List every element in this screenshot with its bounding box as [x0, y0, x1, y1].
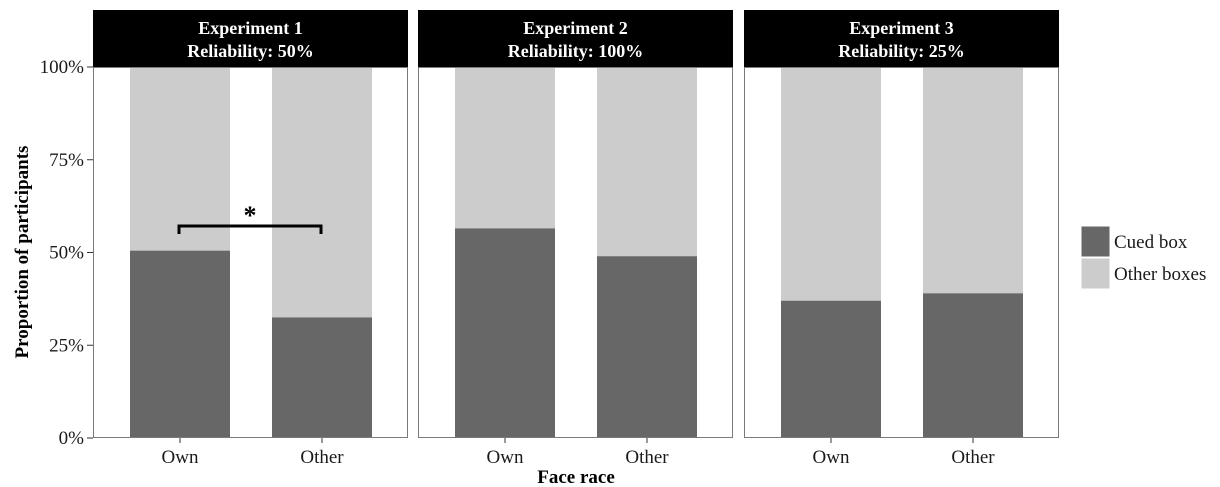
panel-1: Experiment 1 Reliability: 50% Own Other * [93, 10, 408, 468]
panel-title-line2: Reliability: 100% [508, 41, 644, 61]
legend-label-cued: Cued box [1114, 232, 1188, 253]
bar-other-boxes [455, 67, 555, 229]
x-tick-label: Own [813, 447, 850, 468]
y-tick-label: 0% [59, 428, 85, 449]
panel-header [744, 10, 1059, 67]
bar-cued-box [597, 256, 697, 438]
panel-header [93, 10, 408, 67]
panel-header [418, 10, 733, 67]
significance-star: * [244, 201, 257, 230]
panel-title-line2: Reliability: 50% [187, 41, 314, 61]
x-tick-label: Own [162, 447, 199, 468]
panel-border [418, 67, 733, 438]
x-tick-label: Other [625, 447, 669, 468]
bar-cued-box [781, 300, 881, 438]
panel-border [93, 67, 408, 438]
bar-other-boxes [781, 67, 881, 301]
panel-3: Experiment 3 Reliability: 25% Own Other [744, 10, 1059, 468]
x-axis-title: Face race [537, 467, 615, 487]
bar-cued-box [455, 228, 555, 438]
significance-bracket [177, 224, 323, 234]
bar-cued-box [130, 250, 230, 438]
bar-cued-box [923, 293, 1023, 438]
legend: Cued box Other boxes [1080, 225, 1206, 290]
y-tick-label: 50% [49, 243, 84, 264]
bar-other-boxes [272, 67, 372, 318]
y-axis-title: Proportion of participants [12, 146, 33, 359]
bar-other-boxes [130, 67, 230, 251]
y-tick-label: 100% [40, 57, 85, 78]
panel-title-line1: Experiment 3 [849, 18, 953, 38]
x-tick-label: Own [487, 447, 524, 468]
panel-title-line1: Experiment 2 [523, 18, 627, 38]
x-tick-label: Other [300, 447, 344, 468]
panel-2: Experiment 2 Reliability: 100% Own Other [418, 10, 733, 468]
bar-cued-box [272, 317, 372, 438]
panel-title-line2: Reliability: 25% [838, 41, 965, 61]
x-tick-label: Other [951, 447, 995, 468]
y-axis: 0% 25% 50% 75% 100% [40, 57, 93, 449]
bar-other-boxes [597, 67, 697, 257]
legend-label-other: Other boxes [1114, 264, 1206, 285]
panel-title-line1: Experiment 1 [198, 18, 302, 38]
y-tick-label: 75% [49, 150, 84, 171]
legend-swatch-other [1080, 257, 1111, 290]
legend-swatch-cued [1080, 225, 1111, 258]
panel-border [744, 67, 1059, 438]
y-tick-label: 25% [49, 335, 84, 356]
bar-other-boxes [923, 67, 1023, 294]
